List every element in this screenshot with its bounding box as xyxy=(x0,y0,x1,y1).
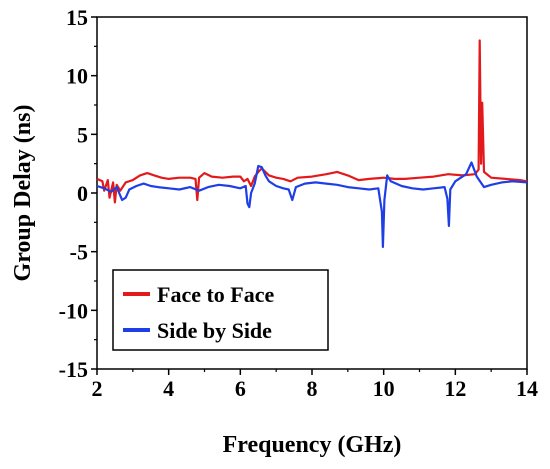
x-axis-ticks: 2 4 6 8 10 12 14 xyxy=(92,369,538,401)
y-tick-label: -15 xyxy=(59,357,88,382)
x-tick-label: 12 xyxy=(444,376,466,401)
legend-label-face-to-face: Face to Face xyxy=(157,282,274,307)
y-tick-label: 10 xyxy=(66,64,88,89)
y-tick-label: 0 xyxy=(77,181,88,206)
x-tick-label: 8 xyxy=(307,376,318,401)
legend-box xyxy=(112,269,329,351)
legend: Face to Face Side by Side xyxy=(112,269,329,351)
series-line-side-by-side xyxy=(96,161,528,249)
x-tick-label: 14 xyxy=(516,376,538,401)
legend-label-side-by-side: Side by Side xyxy=(157,318,272,343)
x-tick-label: 10 xyxy=(373,376,395,401)
series-line-face-to-face xyxy=(96,39,528,204)
y-axis-title: Group Delay (ns) xyxy=(10,105,36,282)
y-axis-ticks: -15 -10 -5 0 5 10 15 xyxy=(59,5,97,382)
series-layer xyxy=(96,39,528,249)
y-tick-label: 5 xyxy=(77,122,88,147)
y-tick-label: -5 xyxy=(70,240,88,265)
y-tick-label: -10 xyxy=(59,298,88,323)
x-tick-label: 2 xyxy=(92,376,103,401)
x-axis-title: Frequency (GHz) xyxy=(223,432,402,458)
y-tick-label: 15 xyxy=(66,5,88,30)
x-tick-label: 6 xyxy=(235,376,246,401)
x-tick-label: 4 xyxy=(163,376,174,401)
